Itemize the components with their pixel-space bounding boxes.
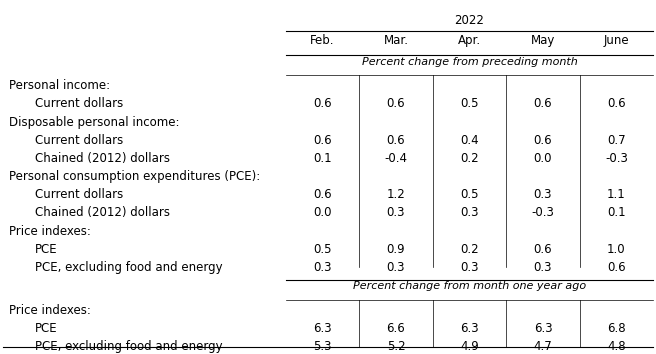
Text: PCE: PCE (35, 242, 58, 256)
Text: 1.1: 1.1 (607, 188, 626, 201)
Text: 0.5: 0.5 (461, 97, 479, 110)
Text: 0.3: 0.3 (461, 206, 479, 219)
Text: 5.3: 5.3 (313, 340, 332, 353)
Text: 4.9: 4.9 (460, 340, 479, 353)
Text: Current dollars: Current dollars (35, 134, 123, 147)
Text: Chained (2012) dollars: Chained (2012) dollars (35, 152, 171, 165)
Text: 0.6: 0.6 (386, 134, 405, 147)
Text: June: June (604, 34, 629, 47)
Text: PCE, excluding food and energy: PCE, excluding food and energy (35, 261, 223, 274)
Text: Apr.: Apr. (458, 34, 481, 47)
Text: 6.8: 6.8 (607, 322, 626, 335)
Text: 0.6: 0.6 (607, 261, 626, 274)
Text: 4.7: 4.7 (533, 340, 552, 353)
Text: Percent change from month one year ago: Percent change from month one year ago (353, 281, 586, 291)
Text: 6.3: 6.3 (313, 322, 332, 335)
Text: Price indexes:: Price indexes: (9, 304, 91, 317)
Text: 0.2: 0.2 (460, 152, 479, 165)
Text: 0.3: 0.3 (387, 261, 405, 274)
Text: 0.5: 0.5 (313, 242, 332, 256)
Text: 0.7: 0.7 (607, 134, 626, 147)
Text: 0.1: 0.1 (607, 206, 626, 219)
Text: 0.6: 0.6 (534, 97, 552, 110)
Text: 4.8: 4.8 (607, 340, 626, 353)
Text: Current dollars: Current dollars (35, 188, 123, 201)
Text: 0.6: 0.6 (313, 188, 332, 201)
Text: 0.3: 0.3 (534, 261, 552, 274)
Text: 0.0: 0.0 (534, 152, 552, 165)
Text: 6.3: 6.3 (534, 322, 552, 335)
Text: 0.6: 0.6 (607, 97, 626, 110)
Text: 0.9: 0.9 (386, 242, 405, 256)
Text: 6.6: 6.6 (386, 322, 405, 335)
Text: -0.3: -0.3 (531, 206, 554, 219)
Text: Feb.: Feb. (310, 34, 335, 47)
Text: 0.5: 0.5 (461, 188, 479, 201)
Text: 0.3: 0.3 (534, 188, 552, 201)
Text: 2022: 2022 (455, 14, 484, 27)
Text: Mar.: Mar. (384, 34, 409, 47)
Text: 0.6: 0.6 (534, 242, 552, 256)
Text: -0.3: -0.3 (605, 152, 628, 165)
Text: May: May (531, 34, 555, 47)
Text: 0.6: 0.6 (313, 97, 332, 110)
Text: 5.2: 5.2 (386, 340, 405, 353)
Text: 0.6: 0.6 (534, 134, 552, 147)
Text: 0.1: 0.1 (313, 152, 332, 165)
Text: 0.3: 0.3 (461, 261, 479, 274)
Text: Chained (2012) dollars: Chained (2012) dollars (35, 206, 171, 219)
Text: Current dollars: Current dollars (35, 97, 123, 110)
Text: Personal income:: Personal income: (9, 79, 110, 92)
Text: Price indexes:: Price indexes: (9, 224, 91, 238)
Text: 0.4: 0.4 (460, 134, 479, 147)
Text: PCE: PCE (35, 322, 58, 335)
Text: 1.0: 1.0 (607, 242, 626, 256)
Text: 0.6: 0.6 (313, 134, 332, 147)
Text: Percent change from preceding month: Percent change from preceding month (361, 57, 577, 67)
Text: PCE, excluding food and energy: PCE, excluding food and energy (35, 340, 223, 353)
Text: Personal consumption expenditures (PCE):: Personal consumption expenditures (PCE): (9, 170, 260, 183)
Text: Disposable personal income:: Disposable personal income: (9, 116, 180, 129)
Text: 0.2: 0.2 (460, 242, 479, 256)
Text: 0.6: 0.6 (386, 97, 405, 110)
Text: -0.4: -0.4 (384, 152, 407, 165)
Text: 1.2: 1.2 (386, 188, 405, 201)
Text: 0.0: 0.0 (313, 206, 332, 219)
Text: 0.3: 0.3 (313, 261, 332, 274)
Text: 0.3: 0.3 (387, 206, 405, 219)
Text: 6.3: 6.3 (460, 322, 479, 335)
